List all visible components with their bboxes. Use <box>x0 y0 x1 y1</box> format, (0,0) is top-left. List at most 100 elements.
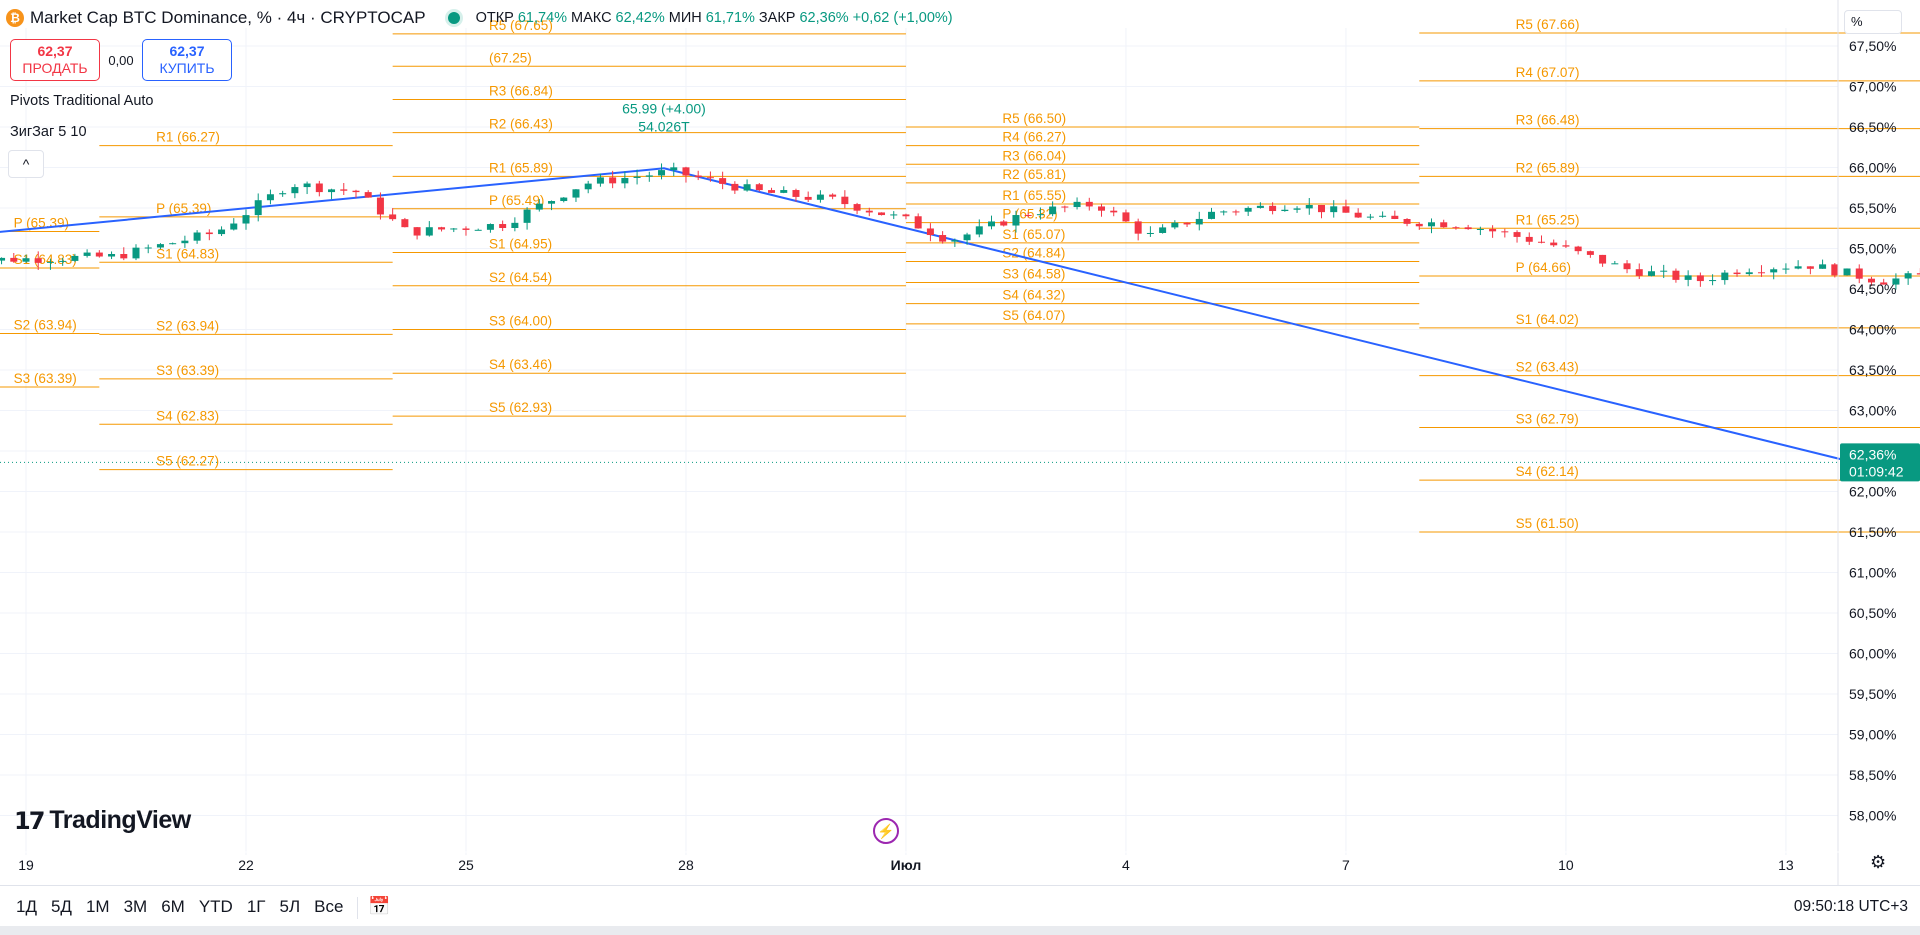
tradingview-logo-icon: 17 <box>14 806 45 835</box>
candle-body <box>266 194 274 201</box>
candle-body <box>1379 215 1387 217</box>
symbol-title[interactable]: Market Cap BTC Dominance, % · 4ч · CRYPT… <box>30 8 426 27</box>
pivot-label: R2 (65.89) <box>1516 160 1580 175</box>
price-tick-label: 60,50% <box>1849 605 1896 621</box>
unit-select[interactable]: % <box>1844 10 1902 34</box>
last-price-value: 62,36% <box>1849 446 1896 462</box>
candle-body <box>755 184 763 191</box>
lightning-icon[interactable]: ⚡ <box>873 818 899 844</box>
time-tick-label: 19 <box>18 857 34 873</box>
time-axis: 19222528Июл4710131619222528Авг4710131619… <box>0 851 1920 873</box>
pivot-label: R3 (66.48) <box>1516 113 1580 128</box>
range-1y[interactable]: 1Г <box>246 897 266 916</box>
pivot-label: P (64.66) <box>1516 260 1571 275</box>
chart-legend: ₿ Market Cap BTC Dominance, % · 4ч · CRY… <box>6 8 953 28</box>
range-1d[interactable]: 1Д <box>16 897 37 916</box>
candle-body <box>34 258 42 263</box>
candle-body <box>731 183 739 191</box>
candle-body <box>1586 251 1594 255</box>
candle-body <box>1733 272 1741 275</box>
candle-body <box>1122 212 1130 222</box>
candle-body <box>144 247 152 249</box>
indicator-zigzag[interactable]: ЗигЗаг 5 10 <box>10 124 87 140</box>
range-5d[interactable]: 5Д <box>50 897 72 916</box>
candle-body <box>291 187 299 194</box>
price-tick-label: 65,50% <box>1849 200 1896 216</box>
range-all[interactable]: Все <box>314 897 344 916</box>
candle-body <box>254 200 262 216</box>
candle-body <box>1391 215 1399 219</box>
candle-body <box>621 177 629 184</box>
candle-body <box>1415 223 1423 227</box>
candle-body <box>1843 268 1851 276</box>
candle-body <box>59 260 67 262</box>
collapse-legend-button[interactable]: ^ <box>8 150 44 178</box>
calendar-icon[interactable]: 📅 <box>368 895 391 916</box>
candle-body <box>1036 214 1044 216</box>
candle-body <box>205 232 213 235</box>
settings-icon[interactable]: ⚙ <box>1870 852 1887 872</box>
candle-body <box>22 258 30 262</box>
pivot-label: R1 (65.89) <box>489 160 553 175</box>
candle-body <box>1880 282 1888 285</box>
pivot-label: S2 (63.43) <box>1516 360 1579 375</box>
candle-body <box>83 252 91 256</box>
clock[interactable]: 09:50:18 UTC+3 <box>1793 898 1908 915</box>
pivot-label: S3 (64.58) <box>1002 267 1065 282</box>
candle-body <box>1452 227 1460 229</box>
pivot-label: (67.25) <box>489 50 532 65</box>
candle-body <box>951 240 959 242</box>
indicator-pivots[interactable]: Pivots Traditional Auto <box>10 93 154 109</box>
zigzag-line <box>0 167 1920 480</box>
price-tick-label: 67,50% <box>1849 38 1896 54</box>
candle-body <box>1159 227 1167 233</box>
range-5y[interactable]: 5Л <box>279 897 301 916</box>
price-tick-label: 60,00% <box>1849 646 1896 662</box>
sell-button[interactable]: 62,37 ПРОДАТЬ <box>10 39 100 81</box>
range-ytd[interactable]: YTD <box>198 897 233 916</box>
candle-body <box>218 229 226 235</box>
candle-body <box>364 192 372 198</box>
candle-body <box>609 177 617 184</box>
candle-body <box>560 197 568 202</box>
candle-body <box>890 214 898 216</box>
range-1m[interactable]: 1М <box>85 897 110 916</box>
candle-body <box>376 197 384 215</box>
pivot-label: S3 (62.79) <box>1516 412 1579 427</box>
candle-body <box>1819 264 1827 269</box>
candle-body <box>1232 211 1240 213</box>
candle-body <box>914 216 922 229</box>
chevron-up-icon: ^ <box>22 156 30 172</box>
price-tick-label: 64,50% <box>1849 281 1896 297</box>
time-tick-label: 25 <box>458 857 474 873</box>
pivot-label: R5 (67.66) <box>1516 17 1580 32</box>
candle-body <box>1464 227 1472 230</box>
candle-body <box>523 209 531 223</box>
pivot-label: S2 (64.54) <box>489 270 552 285</box>
zigzag-polyline <box>0 167 1920 480</box>
range-6m[interactable]: 6М <box>161 897 185 916</box>
candle-body <box>719 178 727 184</box>
pivot-label: S4 (63.46) <box>489 357 552 372</box>
candle-body <box>816 194 824 200</box>
candle-body <box>303 183 311 188</box>
candle-body <box>792 190 800 197</box>
price-tick-label: 59,50% <box>1849 686 1896 702</box>
pivot-label: S3 (63.39) <box>14 371 77 386</box>
candle-body <box>156 244 164 248</box>
trade-panel: 62,37 ПРОДАТЬ 0,00 62,37 КУПИТЬ <box>10 39 232 81</box>
candle-body <box>841 196 849 205</box>
candle-body <box>1660 270 1668 272</box>
buy-button[interactable]: 62,37 КУПИТЬ <box>142 39 232 81</box>
candle-body <box>340 189 348 191</box>
range-3m[interactable]: 3М <box>123 897 148 916</box>
candle-body <box>865 210 873 213</box>
pivot-label: S1 (64.83) <box>14 252 77 267</box>
candle-body <box>988 221 996 227</box>
candle-body <box>1867 278 1875 283</box>
price-tick-label: 67,00% <box>1849 79 1896 95</box>
candle-body <box>926 228 934 236</box>
candle-body <box>1073 201 1081 208</box>
candle-body <box>1904 273 1912 279</box>
